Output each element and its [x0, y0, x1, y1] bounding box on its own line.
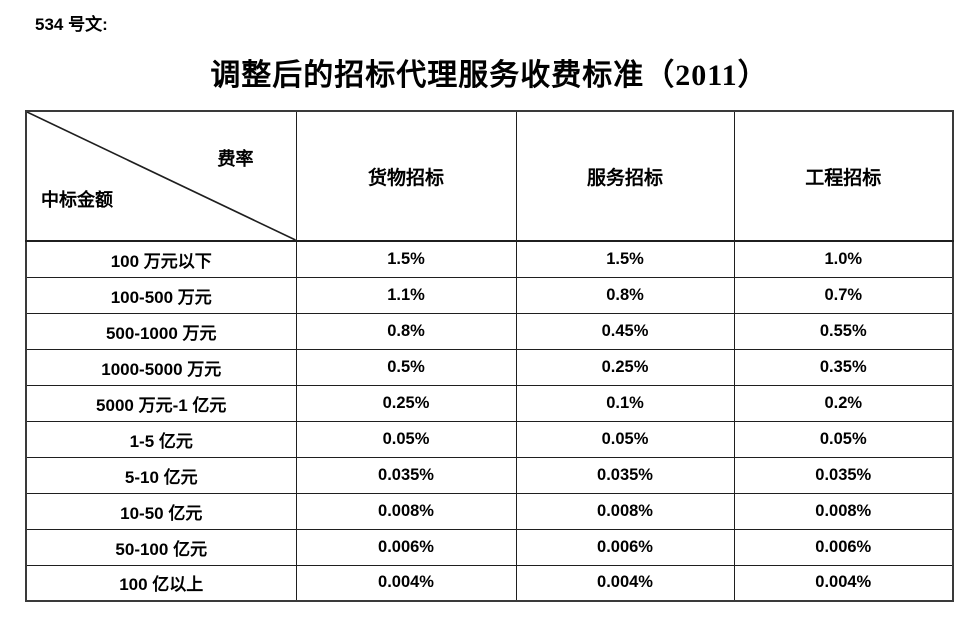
value-cell: 0.05% [733, 420, 954, 458]
table-row: 100 亿以上 0.004% 0.004% 0.004% [25, 564, 954, 602]
amount-cell: 50-100 亿元 [25, 528, 297, 566]
value-cell: 1.5% [295, 240, 517, 278]
table-row: 50-100 亿元 0.006% 0.006% 0.006% [25, 528, 954, 566]
corner-label-amount: 中标金额 [41, 190, 113, 210]
diagonal-divider-line [27, 112, 296, 240]
table-row: 5000 万元-1 亿元 0.25% 0.1% 0.2% [25, 384, 954, 422]
value-cell: 0.035% [295, 456, 517, 494]
amount-cell: 1000-5000 万元 [25, 348, 297, 386]
value-cell: 0.8% [295, 312, 517, 350]
value-cell: 0.008% [515, 492, 735, 530]
table-row: 1000-5000 万元 0.5% 0.25% 0.35% [25, 348, 954, 386]
value-cell: 0.008% [733, 492, 954, 530]
amount-cell: 5-10 亿元 [25, 456, 297, 494]
amount-cell: 100-500 万元 [25, 276, 297, 314]
value-cell: 1.5% [515, 240, 735, 278]
value-cell: 0.8% [515, 276, 735, 314]
value-cell: 0.35% [733, 348, 954, 386]
corner-label-rate: 费率 [217, 149, 254, 169]
table-row: 100-500 万元 1.1% 0.8% 0.7% [25, 276, 954, 314]
column-header-services: 服务招标 [515, 110, 735, 242]
value-cell: 0.035% [515, 456, 735, 494]
value-cell: 0.004% [515, 564, 735, 602]
amount-cell: 1-5 亿元 [25, 420, 297, 458]
value-cell: 0.006% [733, 528, 954, 566]
table-row: 10-50 亿元 0.008% 0.008% 0.008% [25, 492, 954, 530]
value-cell: 0.7% [733, 276, 954, 314]
table-row: 500-1000 万元 0.8% 0.45% 0.55% [25, 312, 954, 350]
page-title: 调整后的招标代理服务收费标准（2011） [210, 59, 769, 92]
amount-cell: 100 亿以上 [25, 564, 297, 602]
diagonal-corner-cell: 费率 中标金额 [25, 110, 297, 242]
value-cell: 0.004% [295, 564, 517, 602]
value-cell: 0.1% [515, 384, 735, 422]
value-cell: 1.0% [733, 240, 954, 278]
doc-number-label: 534 号文: [35, 15, 108, 34]
value-cell: 0.25% [295, 384, 517, 422]
column-header-engineering: 工程招标 [733, 110, 954, 242]
value-cell: 0.05% [295, 420, 517, 458]
table-row: 1-5 亿元 0.05% 0.05% 0.05% [25, 420, 954, 458]
value-cell: 0.004% [733, 564, 954, 602]
value-cell: 0.05% [515, 420, 735, 458]
value-cell: 1.1% [295, 276, 517, 314]
table-row: 100 万元以下 1.5% 1.5% 1.0% [25, 240, 954, 278]
value-cell: 0.006% [515, 528, 735, 566]
value-cell: 0.035% [733, 456, 954, 494]
amount-cell: 500-1000 万元 [25, 312, 297, 350]
fee-rate-table: 费率 中标金额 货物招标 服务招标 工程招标 100 万元以下 1.5% 1.5… [25, 110, 954, 602]
value-cell: 0.5% [295, 348, 517, 386]
value-cell: 0.45% [515, 312, 735, 350]
value-cell: 0.55% [733, 312, 954, 350]
column-header-goods: 货物招标 [295, 110, 517, 242]
amount-cell: 5000 万元-1 亿元 [25, 384, 297, 422]
value-cell: 0.2% [733, 384, 954, 422]
value-cell: 0.008% [295, 492, 517, 530]
table-header-row: 费率 中标金额 货物招标 服务招标 工程招标 [25, 110, 954, 242]
amount-cell: 10-50 亿元 [25, 492, 297, 530]
value-cell: 0.006% [295, 528, 517, 566]
table-row: 5-10 亿元 0.035% 0.035% 0.035% [25, 456, 954, 494]
value-cell: 0.25% [515, 348, 735, 386]
amount-cell: 100 万元以下 [25, 240, 297, 278]
